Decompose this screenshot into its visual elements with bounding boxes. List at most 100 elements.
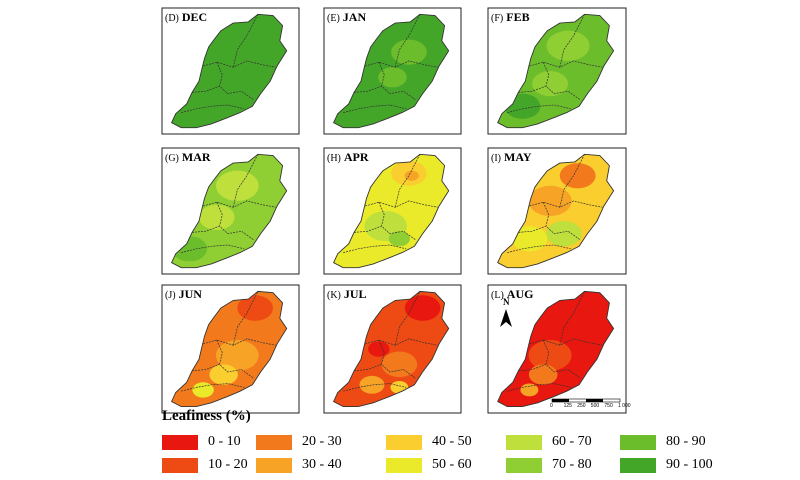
district-border	[343, 383, 407, 392]
region-outline	[333, 290, 450, 408]
scale-bar-label: 250	[577, 403, 586, 409]
map-panel-mar	[161, 147, 300, 275]
leafiness-zone	[528, 340, 572, 371]
leafiness-zone	[528, 364, 558, 385]
panel-month: JUN	[178, 287, 202, 301]
panel-letter: (K)	[327, 290, 341, 301]
district-border	[518, 364, 547, 372]
legend-item: 20 - 30	[256, 432, 342, 452]
district-border	[559, 14, 585, 68]
legend-item: 80 - 90	[620, 432, 706, 452]
legend-swatch	[162, 434, 198, 450]
map-panel-dec	[161, 7, 300, 135]
legend-item: 70 - 80	[506, 455, 592, 475]
map-panel-jan	[323, 7, 462, 135]
panel-label-may: (I) MAY	[491, 150, 532, 165]
panel-month: JUL	[343, 287, 367, 301]
region-outline	[171, 153, 288, 269]
district-border	[559, 154, 585, 208]
leafiness-zone	[368, 341, 390, 357]
panel-letter: (D)	[165, 13, 179, 24]
panel-label-mar: (G) MAR	[165, 150, 211, 165]
map-panel-apr	[323, 147, 462, 275]
leafiness-zone	[528, 185, 572, 217]
district-border	[394, 291, 421, 346]
map-panel-aug	[487, 284, 627, 414]
region-outline	[333, 13, 450, 129]
district-border	[203, 338, 276, 346]
district-border	[216, 62, 255, 101]
legend-swatch	[386, 434, 422, 450]
region-outline	[333, 153, 450, 269]
legend-item: 50 - 60	[386, 455, 472, 475]
district-border	[507, 104, 571, 113]
district-border	[192, 364, 220, 372]
district-border	[507, 383, 571, 392]
district-border	[365, 60, 438, 68]
district-border	[365, 338, 438, 346]
panel-letter: (J)	[165, 290, 176, 301]
district-border	[507, 244, 571, 253]
legend-swatch	[506, 434, 542, 450]
district-border	[378, 202, 417, 241]
panel-label-jul: (K) JUL	[327, 287, 367, 302]
district-border	[529, 338, 603, 346]
district-border	[559, 291, 585, 346]
panel-letter: (F)	[491, 13, 504, 24]
scale-bar	[551, 398, 621, 403]
panel-label-feb: (F) FEB	[491, 10, 530, 25]
legend-label: 20 - 30	[302, 434, 342, 449]
legend-item: 30 - 40	[256, 455, 342, 475]
district-border	[192, 225, 220, 233]
district-border	[181, 244, 245, 253]
district-border	[203, 200, 276, 208]
panel-month: MAY	[504, 150, 532, 164]
legend-label: 30 - 40	[302, 457, 342, 472]
leafiness-zone	[192, 382, 214, 398]
legend-label: 70 - 80	[552, 457, 592, 472]
scale-bar-label: 750	[604, 403, 613, 409]
district-border	[518, 225, 547, 233]
legend-swatch	[256, 434, 292, 450]
leafiness-zone	[511, 226, 548, 252]
district-border	[216, 339, 255, 379]
legend-label: 60 - 70	[552, 434, 592, 449]
leafiness-zone	[404, 170, 419, 181]
district-border	[529, 60, 603, 68]
leafiness-zone	[546, 30, 590, 61]
panel-label-apr: (H) APR	[327, 150, 369, 165]
leafiness-zone	[388, 231, 411, 247]
panel-month: AUG	[506, 287, 534, 301]
district-border	[232, 154, 259, 208]
region-outline	[497, 13, 615, 129]
panel-label-dec: (D) DEC	[165, 10, 207, 25]
panel-month: MAR	[181, 150, 211, 164]
panel-label-jun: (J) JUN	[165, 287, 202, 302]
leafiness-zone	[391, 39, 427, 65]
map-panel-feb	[487, 7, 627, 135]
scale-bar-label: 1 000	[618, 403, 631, 409]
leafiness-zone	[381, 351, 418, 378]
district-border	[365, 200, 438, 208]
panel-letter: (H)	[327, 153, 341, 164]
scale-bar-label: 125	[563, 403, 572, 409]
legend-label: 40 - 50	[432, 434, 472, 449]
panel-label-jan: (E) JAN	[327, 10, 366, 25]
district-border	[542, 62, 581, 101]
region-outline	[497, 153, 615, 269]
legend-item: 10 - 20	[162, 455, 248, 475]
district-border	[232, 14, 259, 68]
leafiness-zone	[378, 67, 407, 88]
leafiness-zone	[215, 340, 259, 371]
district-border	[343, 104, 407, 113]
panel-letter: (I)	[491, 153, 501, 164]
district-border	[378, 339, 417, 379]
leafiness-zone	[209, 364, 238, 385]
district-border	[394, 14, 421, 68]
district-border	[378, 62, 417, 101]
map-panel-may	[487, 147, 627, 275]
legend-swatch	[256, 457, 292, 473]
scale-bar-label: 0	[550, 403, 553, 409]
legend-label: 10 - 20	[208, 457, 248, 472]
panel-month: JAN	[342, 10, 367, 24]
